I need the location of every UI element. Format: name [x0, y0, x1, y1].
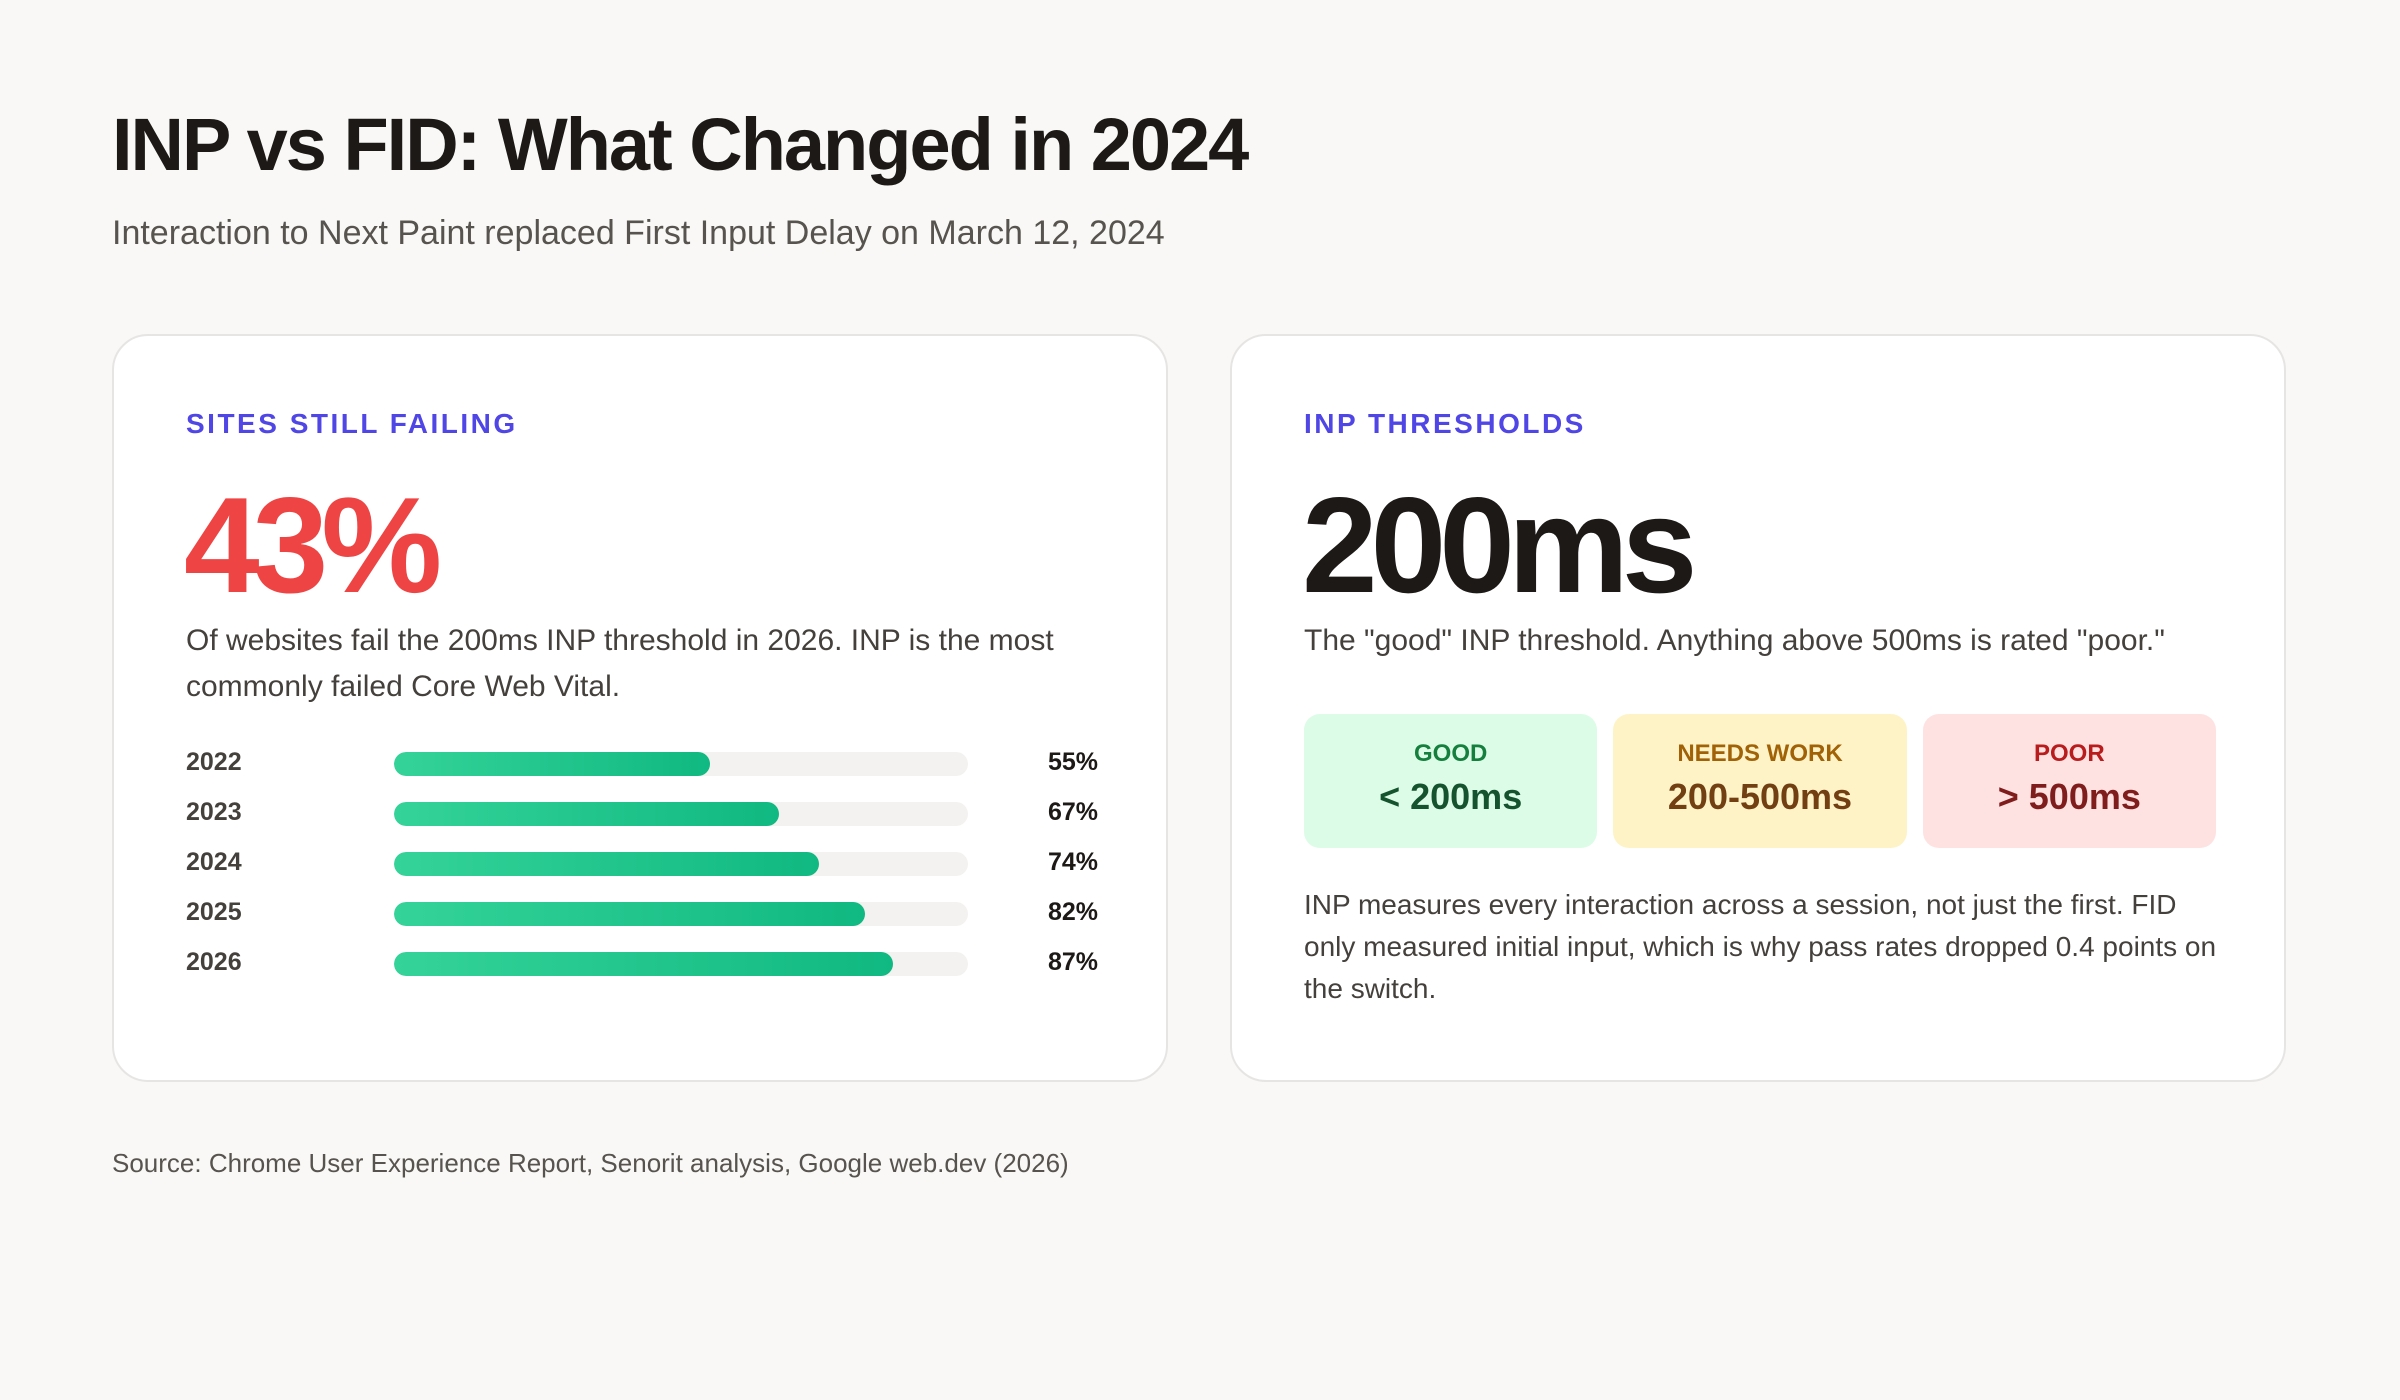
failing-percentage: 43%	[184, 469, 442, 621]
bar-value-label: 87%	[1047, 948, 1098, 976]
bar-track	[394, 952, 968, 976]
bar-2026	[394, 952, 894, 976]
bar-value-label: 55%	[1047, 748, 1098, 776]
threshold-pills: GOOD < 200ms NEEDS WORK 200-500ms POOR >…	[1304, 714, 2216, 848]
bar-track	[394, 852, 968, 876]
threshold-label: GOOD	[1413, 740, 1488, 767]
threshold-pill-needs-work: NEEDS WORK 200-500ms	[1613, 714, 1907, 848]
threshold-value: < 200ms	[1379, 776, 1523, 817]
bar-row-2023: 2023 67%	[186, 792, 1098, 842]
bar-category-label: 2024	[186, 848, 242, 876]
threshold-pill-poor: POOR > 500ms	[1922, 714, 2216, 848]
bar-track	[394, 802, 968, 826]
bar-row-2022: 2022 55%	[186, 742, 1098, 792]
bar-2024	[394, 852, 819, 876]
bar-row-2024: 2024 74%	[186, 842, 1098, 892]
threshold-value: 200-500ms	[1667, 776, 1853, 817]
bar-row-2026: 2026 87%	[186, 942, 1098, 992]
sites-failing-card: SITES STILL FAILING 43% Of websites fail…	[112, 334, 1168, 1082]
bar-2023	[394, 802, 779, 826]
page-subtitle: Interaction to Next Paint replaced First…	[112, 214, 1165, 252]
threshold-pill-good: GOOD < 200ms	[1304, 714, 1598, 848]
bar-category-label: 2022	[186, 748, 242, 776]
yearly-bar-chart: 2022 55% 2023 67% 2024 74% 2025 82% 2026 87%	[186, 742, 1098, 992]
bar-track	[394, 902, 968, 926]
card-description: Of websites fail the 200ms INP threshold…	[186, 624, 1054, 703]
bar-category-label: 2026	[186, 948, 242, 976]
bar-track	[394, 752, 968, 776]
bar-2022	[394, 752, 710, 776]
threshold-label: NEEDS WORK	[1677, 740, 1843, 767]
card-description: The "good" INP threshold. Anything above…	[1304, 624, 2165, 657]
bar-value-label: 67%	[1047, 798, 1098, 826]
source-note: Source: Chrome User Experience Report, S…	[112, 1148, 1069, 1178]
bar-value-label: 82%	[1047, 898, 1098, 926]
card-eyebrow: SITES STILL FAILING	[186, 408, 518, 439]
bar-2025	[394, 902, 865, 926]
page-title: INP vs FID: What Changed in 2024	[112, 103, 1249, 186]
inp-thresholds-card: INP THRESHOLDS 200ms The "good" INP thre…	[1230, 334, 2286, 1082]
bar-row-2025: 2025 82%	[186, 892, 1098, 942]
card-eyebrow: INP THRESHOLDS	[1304, 408, 1586, 439]
threshold-label: POOR	[2033, 740, 2105, 767]
bar-category-label: 2025	[186, 898, 242, 926]
inp-note: INP measures every interaction across a …	[1304, 889, 2217, 1004]
threshold-value: > 500ms	[1997, 776, 2141, 817]
bar-category-label: 2023	[186, 798, 242, 826]
bar-value-label: 74%	[1047, 848, 1098, 876]
good-threshold-value: 200ms	[1302, 469, 1697, 621]
